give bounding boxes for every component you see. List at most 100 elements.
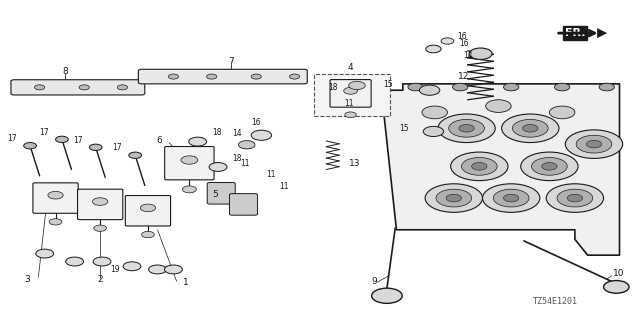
Circle shape [546,184,604,212]
FancyBboxPatch shape [11,80,145,95]
Circle shape [408,83,423,91]
FancyBboxPatch shape [33,183,78,213]
Circle shape [436,189,472,207]
Circle shape [148,265,166,274]
Circle shape [90,144,102,150]
Text: 19: 19 [110,265,120,274]
Circle shape [452,83,468,91]
Circle shape [168,74,179,79]
Circle shape [181,156,198,164]
Text: 15: 15 [383,80,394,89]
Circle shape [483,184,540,212]
Circle shape [425,184,483,212]
Text: 10: 10 [613,269,625,278]
Circle shape [513,119,548,137]
Text: 18: 18 [232,154,242,163]
Circle shape [129,152,141,158]
Text: 11: 11 [266,170,276,179]
Text: 4: 4 [348,63,353,72]
Text: 17: 17 [8,134,17,143]
Circle shape [164,265,182,274]
Circle shape [93,198,108,205]
Text: FR.: FR. [564,28,585,38]
Circle shape [449,119,484,137]
Circle shape [472,163,487,170]
Text: 7: 7 [228,57,234,66]
Circle shape [532,157,567,175]
Circle shape [345,112,356,118]
Text: 18: 18 [328,83,337,92]
Circle shape [79,85,90,90]
Circle shape [207,74,217,79]
Circle shape [49,219,62,225]
Circle shape [141,231,154,238]
Circle shape [461,157,497,175]
Text: 14: 14 [232,129,242,138]
FancyBboxPatch shape [230,194,257,215]
Circle shape [557,189,593,207]
Circle shape [438,114,495,142]
Circle shape [451,152,508,180]
Text: 3: 3 [24,275,29,284]
Text: 11: 11 [241,159,250,168]
FancyBboxPatch shape [164,147,214,180]
Circle shape [66,257,84,266]
FancyBboxPatch shape [330,80,371,107]
Circle shape [239,141,255,149]
Circle shape [565,130,623,158]
Text: 18: 18 [212,128,221,137]
Circle shape [56,136,68,142]
Text: 14: 14 [463,52,473,60]
Text: 17: 17 [39,128,49,137]
Circle shape [209,163,227,172]
FancyBboxPatch shape [314,74,390,116]
Circle shape [523,124,538,132]
Circle shape [423,126,444,137]
Circle shape [372,288,402,303]
Circle shape [123,262,141,271]
Polygon shape [384,84,620,255]
Circle shape [24,142,36,149]
Circle shape [422,106,447,119]
Circle shape [599,83,614,91]
Circle shape [344,87,358,94]
Text: 5: 5 [212,190,218,199]
Circle shape [446,194,461,202]
Circle shape [251,74,261,79]
Circle shape [182,186,196,193]
Circle shape [586,140,602,148]
Text: 17: 17 [73,136,83,145]
Circle shape [251,130,271,140]
Circle shape [48,191,63,199]
Text: 17: 17 [113,143,122,153]
Circle shape [504,83,519,91]
Circle shape [576,135,612,153]
FancyBboxPatch shape [138,69,307,84]
Text: 6: 6 [157,136,163,145]
Text: 9: 9 [371,277,377,286]
Text: 16: 16 [459,39,468,48]
Circle shape [189,137,207,146]
Text: 2: 2 [97,275,103,284]
Circle shape [441,38,454,44]
FancyBboxPatch shape [207,182,236,204]
Circle shape [504,194,519,202]
Circle shape [493,189,529,207]
Circle shape [567,194,582,202]
Text: 11: 11 [279,181,289,190]
Circle shape [541,163,557,170]
Text: 13: 13 [349,159,360,168]
Circle shape [35,85,45,90]
Circle shape [459,124,474,132]
Text: TZ54E1201: TZ54E1201 [533,297,579,306]
Text: 11: 11 [344,99,353,108]
Circle shape [93,257,111,266]
Circle shape [419,85,440,95]
Text: 12: 12 [458,72,469,81]
Text: 16: 16 [457,32,467,42]
FancyBboxPatch shape [77,189,123,220]
Circle shape [117,85,127,90]
Circle shape [521,152,578,180]
Circle shape [94,225,106,231]
Circle shape [549,106,575,119]
